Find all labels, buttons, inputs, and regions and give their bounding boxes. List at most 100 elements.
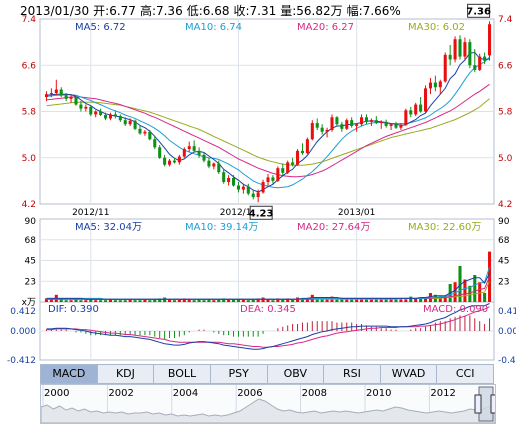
candle-body — [360, 117, 364, 125]
volume-bar — [379, 299, 383, 302]
candle-body — [448, 54, 452, 60]
volume-ytick-right: 68 — [498, 236, 510, 246]
candle-body — [69, 97, 73, 99]
volume-bar — [202, 300, 206, 302]
candle-body — [227, 177, 231, 183]
volume-bar — [74, 299, 78, 302]
candle-body — [399, 124, 403, 128]
volume-bar — [44, 298, 48, 302]
candle-body — [443, 54, 447, 82]
quote-open: 开:6.77 — [93, 4, 136, 18]
volume-bar — [133, 300, 137, 302]
volume-bar — [286, 298, 290, 302]
candle-body — [163, 157, 167, 165]
macd-ytick-left: -0.412 — [7, 356, 36, 366]
volume-legend-item: MA5: 32.04万 — [75, 222, 142, 233]
macd-ytick-right: 0.000 — [498, 327, 516, 337]
candle-body — [379, 121, 383, 124]
candle-body — [99, 111, 103, 115]
volume-bar — [251, 299, 255, 302]
volume-bar — [207, 299, 211, 302]
scrubber-graph: 2000 2002 2004 2006 2008 2010 2012 — [41, 385, 495, 423]
candle-body — [340, 124, 344, 129]
candle-body — [315, 123, 319, 128]
candle-body — [463, 42, 467, 57]
candle-body — [251, 193, 255, 198]
volume-bar — [315, 298, 319, 302]
volume-bar — [350, 299, 354, 302]
price-annotation-box — [249, 205, 273, 220]
scrubber-year-label: 2004 — [173, 388, 198, 399]
tab-boll[interactable]: BOLL — [154, 364, 211, 384]
price-ytick-right: 6.6 — [498, 61, 513, 71]
candle-body — [320, 127, 324, 132]
candle-body — [291, 162, 295, 165]
candle-body — [108, 114, 112, 119]
candle-body — [296, 150, 300, 165]
volume-bar — [271, 300, 275, 302]
volume-bar — [276, 298, 280, 302]
volume-legend-item: MA20: 27.64万 — [297, 222, 370, 233]
tab-kdj[interactable]: KDJ — [97, 364, 155, 384]
candle-body — [246, 186, 250, 194]
candle-body — [212, 163, 216, 167]
volume-ytick-right: 23 — [498, 277, 509, 287]
volume-bar — [374, 299, 378, 302]
timeline-scrubber[interactable]: 2000 2002 2004 2006 2008 2010 2012 — [40, 384, 496, 424]
date-tick-label: 2013/01 — [338, 208, 375, 218]
candle-body — [458, 39, 462, 57]
volume-bar — [468, 285, 472, 302]
volume-bar — [158, 298, 162, 302]
tab-rsi[interactable]: RSI — [324, 364, 381, 384]
macd-ytick-right: -0.412 — [498, 356, 516, 366]
macd-legend-item: MACD: 0.090 — [423, 304, 488, 315]
price-ytick-right: 7.4 — [498, 15, 513, 25]
volume-bar — [192, 300, 196, 302]
volume-bar — [409, 296, 413, 302]
candle-body — [74, 97, 78, 105]
volume-bar — [232, 299, 236, 302]
volume-bar — [148, 300, 152, 302]
candle-body — [44, 94, 48, 98]
candle-body — [409, 110, 413, 115]
quote-low: 低:6.68 — [186, 4, 230, 18]
volume-bar — [320, 299, 324, 302]
candle-body — [468, 42, 472, 66]
volume-ma10-line — [46, 266, 490, 300]
candle-body — [345, 120, 349, 129]
candle-body — [94, 111, 98, 115]
candle-body — [59, 89, 63, 96]
candle-body — [271, 177, 275, 181]
volume-bar — [360, 298, 364, 302]
candle-body — [305, 139, 309, 154]
price-ma30-line — [46, 98, 490, 166]
candle-body — [217, 163, 221, 173]
scrubber-year-label: 2002 — [108, 388, 133, 399]
price-ma5-line — [46, 51, 490, 193]
quote-date: 2013/01/30 — [20, 4, 90, 18]
volume-bar — [443, 295, 447, 302]
price-ytick-left: 7.4 — [22, 15, 37, 25]
price-ytick-left: 5.8 — [22, 108, 37, 118]
volume-bar — [99, 300, 103, 302]
volume-bar — [182, 298, 186, 302]
candle-body — [310, 123, 314, 140]
volume-bar — [128, 299, 132, 302]
macd-ytick-right: 0.412 — [498, 307, 516, 317]
candle-body — [350, 120, 354, 126]
scrubber-year-label: 2012 — [430, 388, 455, 399]
tab-psy[interactable]: PSY — [210, 364, 268, 384]
tab-wvad[interactable]: WVAD — [380, 364, 438, 384]
tab-cci[interactable]: CCI — [437, 364, 494, 384]
volume-bar — [222, 298, 226, 302]
tab-obv[interactable]: OBV — [267, 364, 325, 384]
price-legend-item: MA30: 6.02 — [408, 22, 465, 33]
candle-body — [182, 149, 186, 157]
candle-body — [241, 186, 245, 190]
candle-body — [207, 160, 211, 167]
tab-macd[interactable]: MACD — [40, 364, 98, 384]
price-ytick-right: 4.2 — [498, 200, 512, 210]
date-tick-label: 2012/11 — [72, 208, 109, 218]
candle-body — [330, 117, 334, 130]
